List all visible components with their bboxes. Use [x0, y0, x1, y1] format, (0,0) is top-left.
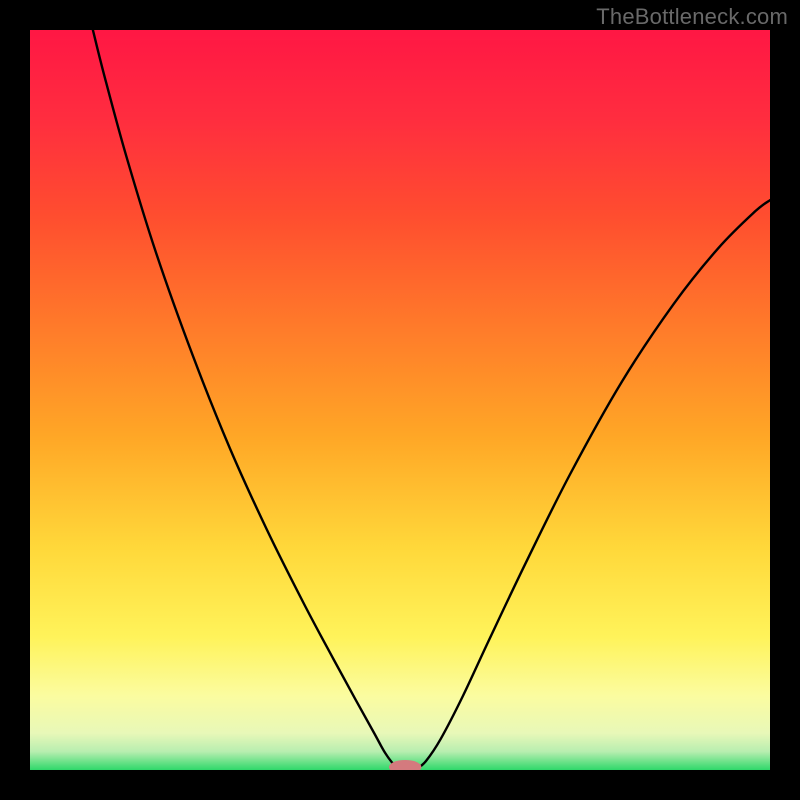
plot-background	[30, 30, 770, 770]
chart-container: TheBottleneck.com	[0, 0, 800, 800]
watermark-text: TheBottleneck.com	[596, 4, 788, 30]
bottleneck-chart	[0, 0, 800, 800]
